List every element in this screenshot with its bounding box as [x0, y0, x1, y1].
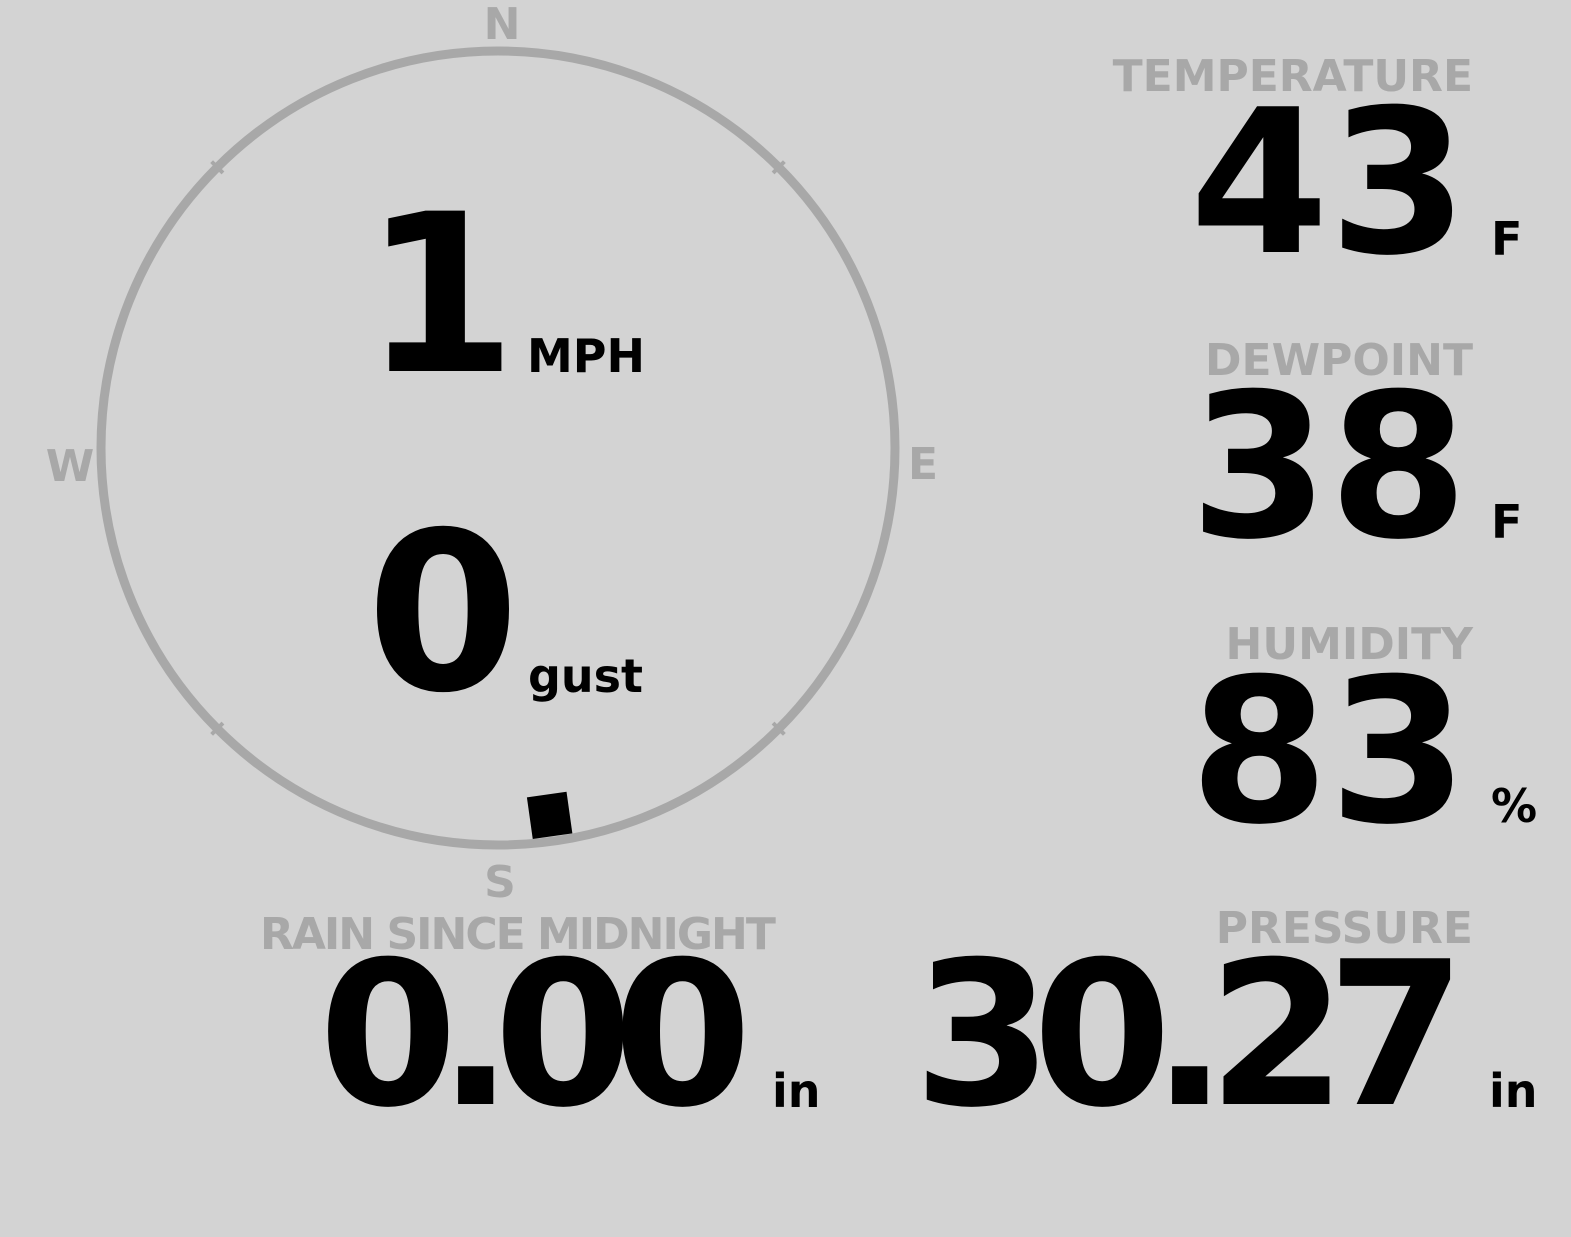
compass-tick: [210, 721, 225, 736]
compass-tick: [771, 160, 786, 175]
compass-ticks: [210, 160, 786, 736]
compass-south-label: S: [484, 857, 516, 908]
pressure-unit: in: [1489, 1064, 1538, 1118]
dewpoint-label: DEWPOINT: [1205, 335, 1473, 386]
wind-speed-unit: MPH: [527, 329, 645, 383]
wind-gust-unit: gust: [528, 649, 644, 703]
compass-north-label: N: [483, 0, 521, 50]
temperature-value: 43: [1189, 67, 1468, 300]
compass-ring: [96, 46, 900, 850]
wind-direction-indicator: [526, 791, 573, 839]
wind-gust-value: 0: [366, 485, 520, 741]
temperature-unit: F: [1491, 212, 1523, 266]
dewpoint-unit: F: [1491, 495, 1523, 549]
compass-west-label: W: [45, 441, 95, 492]
pressure-value: 30.27: [913, 919, 1466, 1152]
wind-speed-value: 1: [363, 167, 517, 423]
compass-tick: [210, 160, 225, 175]
pressure-label: PRESSURE: [1215, 903, 1473, 954]
rain-unit: in: [772, 1064, 821, 1118]
humidity-value: 83: [1189, 636, 1468, 869]
compass-east-label: E: [907, 439, 939, 490]
rain-label: RAIN SINCE MIDNIGHT: [260, 909, 776, 960]
temperature-label: TEMPERATURE: [1112, 51, 1473, 102]
rain-value: 0.00: [318, 919, 752, 1152]
humidity-label: HUMIDITY: [1225, 619, 1473, 670]
compass-tick: [771, 721, 786, 736]
humidity-unit: %: [1491, 779, 1538, 833]
dewpoint-value: 38: [1189, 351, 1468, 584]
